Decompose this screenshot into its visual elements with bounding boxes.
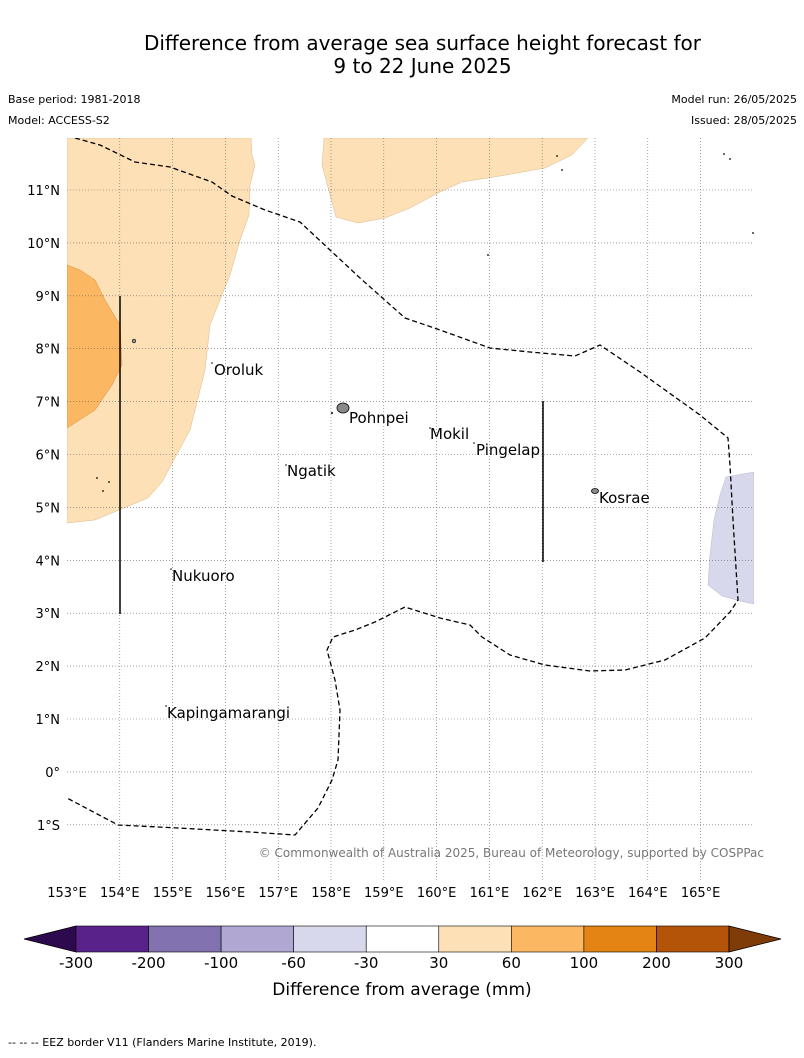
longitude-tick-label: 157°E <box>258 886 298 901</box>
eez-legend-note: -- -- -- EEZ border V11 (Flanders Marine… <box>8 1036 317 1049</box>
copyright-note: © Commonwealth of Australia 2025, Bureau… <box>259 846 764 860</box>
anomaly-region-60-100 <box>67 264 123 429</box>
islet-west-a <box>131 338 137 344</box>
longitude-tick-label: 161°E <box>470 886 510 901</box>
longitude-tick-label: 162°E <box>522 886 562 901</box>
latitude-tick-label: 7°N <box>36 396 61 411</box>
longitude-labels: 153°E 154°E 155°E 156°E 157°E 158°E 159°E 160°E… <box>47 886 720 901</box>
colorbar-segment <box>75 925 149 953</box>
place-markers <box>165 362 475 707</box>
title-line-1: Difference from average sea surface heig… <box>143 31 702 55</box>
longitude-tick-label: 164°E <box>628 886 668 901</box>
colorbar-tick-label: -100 <box>204 954 238 972</box>
eez-border-line <box>67 138 739 836</box>
colorbar-segment <box>148 925 222 953</box>
colorbar-title: Difference from average (mm) <box>272 980 531 1000</box>
latitude-tick-label: 9°N <box>36 290 61 305</box>
islet-small-d <box>561 169 563 171</box>
graticule <box>67 138 754 880</box>
latitude-tick-label: 4°N <box>36 554 61 569</box>
colorbar-tick-label: -200 <box>132 954 166 972</box>
place-label-pohnpei: Pohnpei <box>349 409 409 427</box>
sea-surface-height-map: Oroluk Pohnpei Mokil Pingelap Ngatik Kos… <box>23 138 782 1000</box>
longitude-tick-label: 165°E <box>681 886 721 901</box>
colorbar-segment <box>511 925 585 953</box>
islet-small-i <box>108 481 110 483</box>
longitude-tick-label: 155°E <box>153 886 193 901</box>
colorbar-extend-high <box>728 925 782 953</box>
islet-small-j <box>102 490 104 492</box>
base-period-label: Base period: 1981-2018 <box>8 93 141 106</box>
place-label-nukuoro: Nukuoro <box>172 567 235 585</box>
latitude-tick-label: 6°N <box>36 449 61 464</box>
islet-small-c <box>556 155 558 157</box>
place-labels: Oroluk Pohnpei Mokil Pingelap Ngatik Kos… <box>167 361 650 722</box>
model-run-label: Model run: 26/05/2025 <box>671 93 797 106</box>
place-label-pingelap: Pingelap <box>476 441 540 459</box>
latitude-tick-label: 1°S <box>37 819 60 834</box>
islet-small-a <box>331 412 333 414</box>
colorbar-segment <box>656 925 730 953</box>
anomaly-region-30-60-north <box>321 138 589 224</box>
map-title: Difference from average sea surface heig… <box>0 32 804 78</box>
colorbar-tick-labels: -300 -200 -100 -60 -30 30 60 100 200 300 <box>59 954 743 972</box>
longitude-tick-label: 160°E <box>417 886 457 901</box>
colorbar-segment <box>220 925 294 953</box>
place-label-ngatik: Ngatik <box>287 462 336 480</box>
kosrae-island <box>591 488 599 494</box>
colorbar-extend-low <box>23 925 77 953</box>
colorbar-tick-label: 200 <box>642 954 671 972</box>
colorbar-tick-label: 60 <box>502 954 521 972</box>
colorbar-tick-label: 300 <box>715 954 744 972</box>
place-label-kapingamarangi: Kapingamarangi <box>167 704 290 722</box>
longitude-tick-label: 163°E <box>575 886 615 901</box>
colorbar-segment <box>438 925 512 953</box>
latitude-tick-label: 3°N <box>36 607 61 622</box>
anomaly-region-30-60-west <box>67 138 256 524</box>
anomaly-fill-layer <box>67 138 754 605</box>
place-label-oroluk: Oroluk <box>214 361 263 379</box>
colorbar-tick-label: -300 <box>59 954 93 972</box>
islet-small-b <box>487 254 489 256</box>
pohnpei-island <box>336 402 350 414</box>
islet-small-h <box>96 477 98 479</box>
longitude-tick-label: 159°E <box>364 886 404 901</box>
colorbar-segment <box>365 925 440 953</box>
islet-small-e <box>723 153 725 155</box>
longitude-tick-label: 156°E <box>206 886 246 901</box>
longitude-tick-label: 154°E <box>100 886 140 901</box>
latitude-tick-label: 2°N <box>36 660 61 675</box>
colorbar-segment <box>583 925 657 953</box>
latitude-tick-label: 11°N <box>27 184 60 199</box>
islet-small-g <box>752 232 754 234</box>
latitude-tick-label: 1°N <box>36 713 61 728</box>
colorbar <box>23 925 782 953</box>
latitude-tick-label: 8°N <box>36 343 61 358</box>
latitude-labels: 11°N 10°N 9°N 8°N 7°N 6°N 5°N 4°N 3°N 2°N 1°N 0° 1°S <box>27 184 60 834</box>
latitude-tick-label: 5°N <box>36 501 61 516</box>
place-label-mokil: Mokil <box>430 425 469 443</box>
colorbar-tick-label: -60 <box>281 954 306 972</box>
colorbar-segment <box>293 925 367 953</box>
anomaly-region-neg-30-60 <box>707 471 754 605</box>
islet-small-f <box>729 158 731 160</box>
latitude-tick-label: 10°N <box>27 237 60 252</box>
issued-label: Issued: 28/05/2025 <box>690 114 797 127</box>
model-label: Model: ACCESS-S2 <box>8 114 110 127</box>
longitude-tick-label: 158°E <box>311 886 351 901</box>
colorbar-tick-label: -30 <box>354 954 379 972</box>
place-label-kosrae: Kosrae <box>599 489 650 507</box>
title-line-2: 9 to 22 June 2025 <box>333 54 512 78</box>
longitude-tick-label: 153°E <box>47 886 87 901</box>
colorbar-tick-label: 100 <box>570 954 599 972</box>
colorbar-tick-label: 30 <box>429 954 448 972</box>
latitude-tick-label: 0° <box>45 766 60 781</box>
